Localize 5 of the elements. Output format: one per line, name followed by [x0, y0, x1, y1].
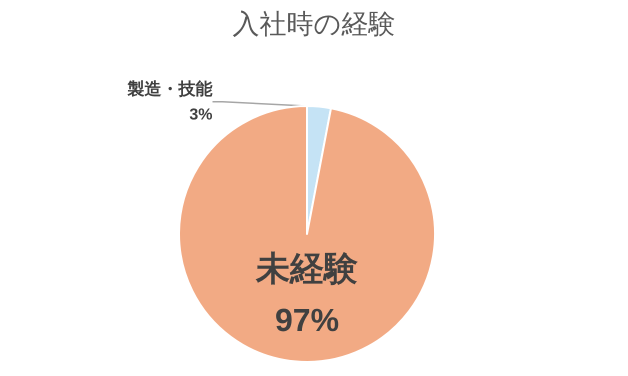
data-label: 97% — [274, 302, 340, 338]
data-label: 3% — [189, 106, 212, 124]
slice-label: 未経験 — [255, 250, 358, 288]
chart-title: 入社時の経験 — [232, 9, 396, 40]
slice-label: 製造・技能 — [126, 80, 212, 98]
